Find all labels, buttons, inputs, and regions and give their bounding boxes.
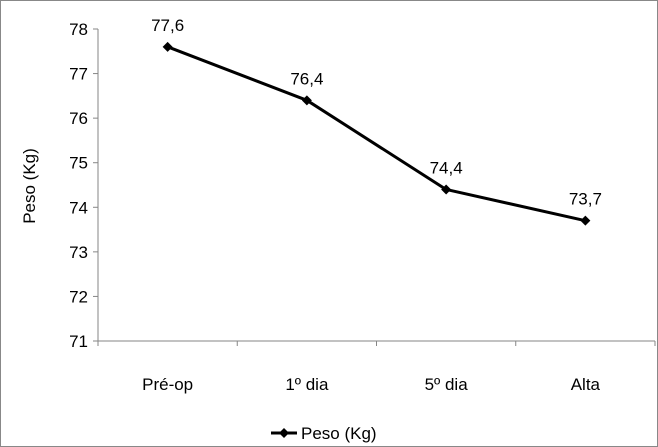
- data-label: 73,7: [569, 190, 602, 209]
- legend: Peso (Kg): [271, 424, 377, 443]
- y-tick-label: 77: [69, 65, 88, 84]
- data-label: 74,4: [430, 158, 463, 177]
- y-tick-label: 76: [69, 109, 88, 128]
- y-axis-title: Peso (Kg): [20, 148, 39, 224]
- y-tick-label: 71: [69, 332, 88, 351]
- data-point-marker: [441, 184, 452, 195]
- x-tick-label: Alta: [571, 375, 601, 394]
- axes: [97, 29, 655, 342]
- y-tick-label: 74: [69, 198, 88, 217]
- data-point-marker: [580, 215, 591, 226]
- x-axis-ticks: Pré-op 1º dia 5º dia Alta: [97, 341, 656, 394]
- x-tick-label: Pré-op: [142, 375, 193, 394]
- series-group: 77,6 76,4 74,4 73,7: [151, 16, 602, 226]
- legend-marker: [279, 428, 289, 438]
- y-axis-ticks: 71 72 73 74 75 76 77 78: [69, 20, 98, 351]
- x-tick-label: 1º dia: [285, 375, 329, 394]
- y-tick-label: 75: [69, 154, 88, 173]
- data-label: 76,4: [290, 69, 323, 88]
- legend-label: Peso (Kg): [301, 424, 377, 443]
- x-tick-label: 5º dia: [425, 375, 469, 394]
- y-tick-label: 78: [69, 20, 88, 39]
- series-line: [167, 45, 586, 223]
- y-tick-label: 72: [69, 287, 88, 306]
- data-label: 77,6: [151, 16, 184, 35]
- y-tick-label: 73: [69, 243, 88, 262]
- data-point-marker: [301, 95, 312, 106]
- data-point-marker: [162, 41, 173, 52]
